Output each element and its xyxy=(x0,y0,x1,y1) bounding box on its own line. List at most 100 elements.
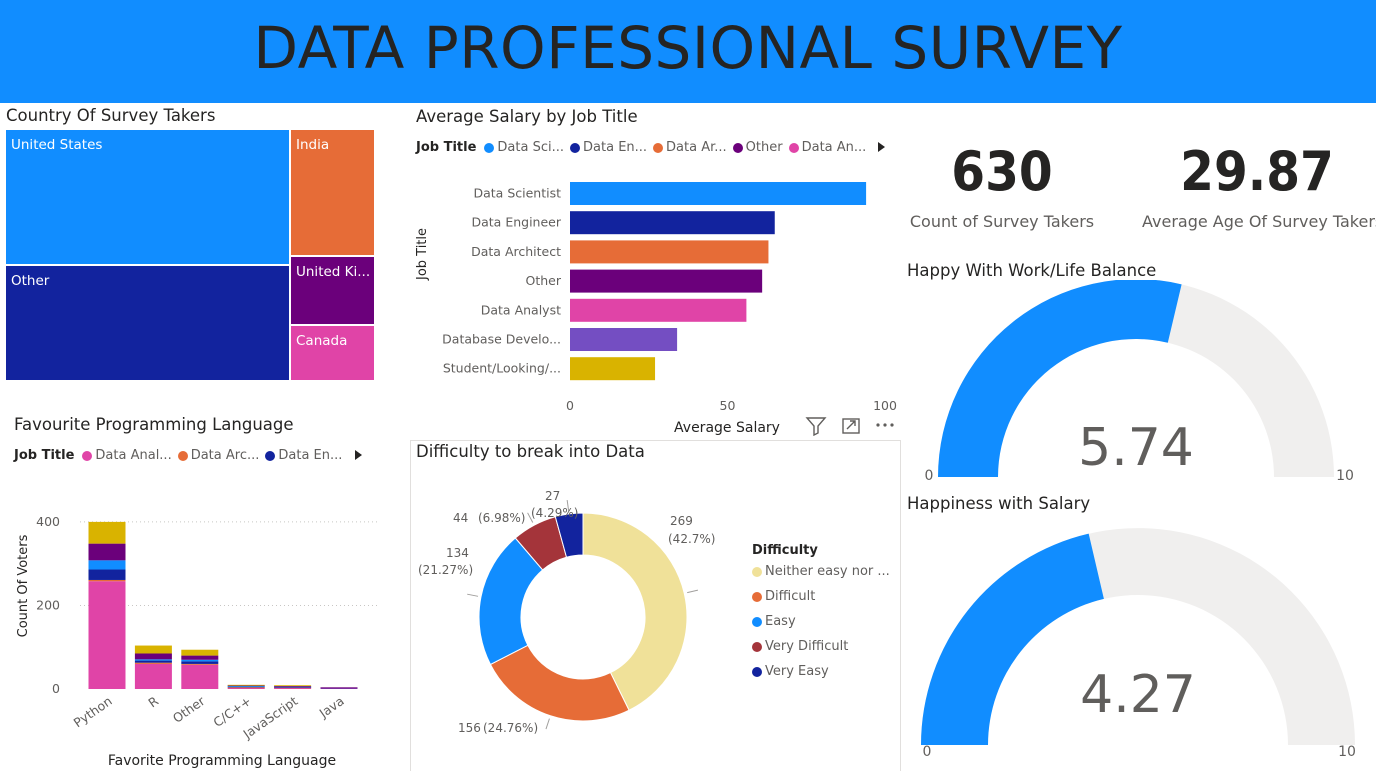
lang-bar-segment xyxy=(274,686,312,688)
legend-dot xyxy=(752,641,762,652)
legend-label: Neither easy nor ... xyxy=(765,564,890,579)
donut-legend-title: Difficulty xyxy=(752,543,818,558)
lang-bar-segment xyxy=(227,686,265,688)
salary-category-label: Other xyxy=(526,273,562,288)
treemap-tile-other[interactable]: Other xyxy=(5,265,290,381)
lang-bar-segment xyxy=(227,685,265,687)
gauge-min-label: 0 xyxy=(923,744,932,760)
age-card-label: Average Age Of Survey Takers xyxy=(1142,212,1376,231)
salary-x-tick: 0 xyxy=(566,398,574,413)
filter-icon[interactable] xyxy=(805,417,827,437)
lang-bar-segment xyxy=(88,521,126,544)
lang-bar-segment xyxy=(181,661,219,664)
legend-next-arrow-icon[interactable] xyxy=(355,450,362,460)
lang-bar-segment xyxy=(274,685,312,687)
lang-bar-segment xyxy=(134,659,172,661)
salary-x-tick: 50 xyxy=(720,398,736,413)
donut-value-label: 269 xyxy=(670,514,693,528)
donut-slice xyxy=(582,512,688,711)
lang-legend-item[interactable]: Data En... xyxy=(265,448,342,463)
legend-label: Data En... xyxy=(278,448,343,463)
lang-legend-title: Job Title xyxy=(14,448,75,463)
lang-y-tick: 0 xyxy=(52,681,60,696)
lang-bar-segment xyxy=(181,655,219,660)
donut-leader-line xyxy=(687,589,699,594)
worklife-gauge-title: Happy With Work/Life Balance xyxy=(907,261,1157,280)
lang-bar-segment xyxy=(134,660,172,663)
salary-bar xyxy=(570,240,769,264)
lang-bar-segment xyxy=(181,664,219,689)
lang-bar-segment xyxy=(134,653,172,660)
donut-value-label: 134 xyxy=(446,546,469,560)
donut-chart-title: Difficulty to break into Data xyxy=(416,442,645,461)
salary-bar xyxy=(570,269,763,293)
country-treemap[interactable]: United States Other India United Ki... C… xyxy=(5,129,375,381)
salary-x-tick: 100 xyxy=(873,398,897,413)
donut-percent-label: (42.7%) xyxy=(668,532,715,546)
donut-visual-frame xyxy=(410,440,901,771)
salary-bar xyxy=(570,298,747,322)
donut-legend: Difficulty Neither easy nor ... Difficul… xyxy=(752,543,890,679)
donut-legend-item[interactable]: Easy xyxy=(752,614,890,629)
lang-bar-segment xyxy=(134,645,172,654)
legend-dot xyxy=(484,142,495,153)
legend-label: Very Difficult xyxy=(765,639,849,654)
lang-bar-segment xyxy=(227,686,265,687)
legend-label: Easy xyxy=(765,614,796,629)
lang-category-label: Other xyxy=(170,693,208,726)
salary-legend-item[interactable]: Data Sci... xyxy=(484,140,564,155)
legend-label: Very Easy xyxy=(765,664,829,679)
treemap-tile-india[interactable]: India xyxy=(290,129,375,256)
salary-legend-item[interactable]: Data Ar... xyxy=(653,140,727,155)
salary-category-label: Data Engineer xyxy=(472,215,562,230)
treemap-tile-canada[interactable]: Canada xyxy=(290,325,375,381)
donut-legend-item[interactable]: Very Difficult xyxy=(752,639,890,654)
donut-value-label: 44 xyxy=(453,511,468,525)
legend-label: Data Anal... xyxy=(95,448,172,463)
donut-percent-label: (4.29%) xyxy=(531,506,578,520)
focus-mode-icon[interactable] xyxy=(842,418,860,434)
donut-legend-item[interactable]: Difficult xyxy=(752,589,890,604)
salary-legend-item[interactable]: Other xyxy=(732,140,783,155)
gauge-value: 5.74 xyxy=(1078,418,1194,478)
donut-legend-item[interactable]: Very Easy xyxy=(752,664,890,679)
gauge-min-label: 0 xyxy=(925,468,934,484)
lang-bar-segment xyxy=(88,560,126,570)
treemap-tile-united-states[interactable]: United States xyxy=(5,129,290,265)
donut-percent-label: (21.27%) xyxy=(418,563,473,577)
legend-dot xyxy=(177,450,188,461)
lang-legend-item[interactable]: Data Arc... xyxy=(177,448,259,463)
count-card-label: Count of Survey Takers xyxy=(909,212,1095,231)
salary-category-label: Student/Looking/... xyxy=(443,361,561,376)
salary-y-axis-label: Job Title xyxy=(415,228,430,281)
legend-dot xyxy=(82,450,93,461)
lang-category-label: Java xyxy=(316,693,347,721)
lang-bar-segment xyxy=(227,687,265,689)
legend-dot xyxy=(653,142,664,153)
salary-category-label: Data Scientist xyxy=(474,186,562,201)
lang-legend-item[interactable]: Data Anal... xyxy=(82,448,172,463)
lang-bar-segment xyxy=(88,569,126,580)
donut-legend-item[interactable]: Neither easy nor ... xyxy=(752,564,890,579)
more-options-icon[interactable] xyxy=(876,423,894,427)
salary-bar xyxy=(570,328,678,351)
visual-toolbar xyxy=(805,416,897,437)
legend-next-arrow-icon[interactable] xyxy=(878,142,885,152)
donut-slice xyxy=(554,512,584,558)
legend-dot xyxy=(752,591,762,602)
lang-y-tick: 400 xyxy=(36,514,60,529)
legend-dot xyxy=(265,450,276,461)
salary-legend-item[interactable]: Data An... xyxy=(788,140,866,155)
difficulty-donut-chart: 269 (42.7%) 156 (24.76%) 134 (21.27%) 44 (6.98%… xyxy=(418,489,715,735)
salary-bar xyxy=(570,182,867,205)
lang-bar-segment xyxy=(274,687,312,689)
treemap-tile-united-kingdom[interactable]: United Ki... xyxy=(290,256,375,325)
donut-leader-line xyxy=(467,593,479,597)
legend-dot xyxy=(570,142,581,153)
worklife-gauge: 5.74 0 10 xyxy=(925,280,1354,484)
legend-label: Other xyxy=(745,140,783,155)
lang-category-label: Python xyxy=(71,693,115,730)
donut-slice xyxy=(489,644,630,722)
lang-chart-legend: Job Title Data Anal... Data Arc... Data … xyxy=(14,448,348,463)
salary-legend-item[interactable]: Data En... xyxy=(570,140,647,155)
